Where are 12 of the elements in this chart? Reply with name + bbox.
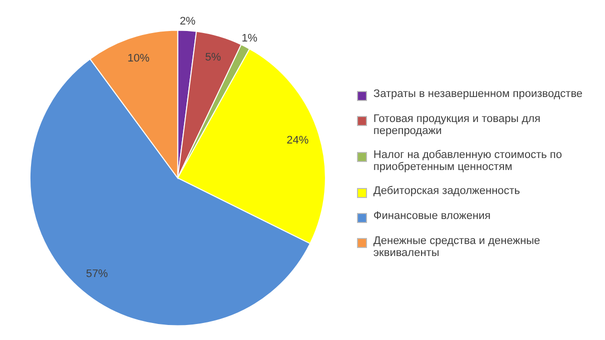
- data-label: 57%: [86, 268, 108, 280]
- legend-label: Денежные средства и денежные эквиваленты: [373, 234, 542, 258]
- data-label: 5%: [205, 52, 222, 64]
- legend-label: Дебиторская задолженность: [373, 184, 520, 196]
- data-label: 1%: [242, 32, 258, 45]
- data-label: 10%: [128, 52, 150, 65]
- legend-label: Финансовые вложения: [373, 210, 491, 222]
- legend-label: Затраты в незавершенном производстве: [373, 88, 583, 100]
- data-label: 24%: [286, 134, 309, 147]
- legend-label: Готовая продукция и товары для перепродажи: [373, 112, 542, 136]
- data-label: 2%: [180, 16, 196, 28]
- legend-label: Налог на добавленную стоимость по приобретенным ценностям: [373, 148, 564, 172]
